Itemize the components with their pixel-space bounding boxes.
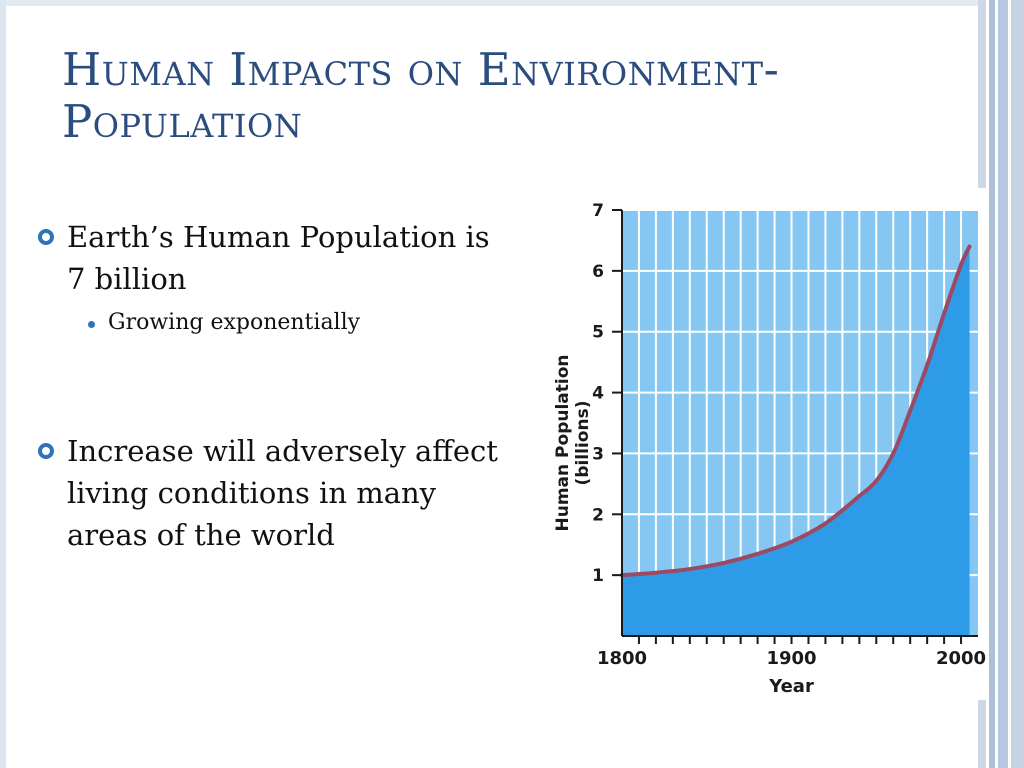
sub-bullet-text: Growing exponentially [108,310,361,335]
x-axis-label: Year [768,676,814,697]
bullet-list: Earth’s Human Population is 7 billion Gr… [38,216,508,556]
bullet-item: Earth’s Human Population is 7 billion [38,216,508,300]
x-tick-label: 1900 [766,648,816,669]
slide-left-border [0,0,6,768]
slide-top-border [0,0,1024,6]
y-tick-label: 6 [592,262,604,282]
y-tick-label: 5 [592,323,604,343]
bullet-ring-icon [38,443,54,459]
y-axis-label: Human Population(billions) [553,355,593,532]
bullet-item: Increase will adversely affect living co… [38,430,508,556]
chart-svg: 1 2 3 4 5 6 7 1800 1900 2000 Human Population(bil… [553,201,986,697]
population-chart: 1 2 3 4 5 6 7 1800 1900 2000 Human Population(bil… [530,188,986,700]
bullet-ring-icon [38,229,54,245]
y-tick-label: 7 [592,201,604,221]
bullet-text: Increase will adversely affect living co… [67,434,498,552]
y-tick-label: 3 [592,444,604,464]
y-axis-label-line: (billions) [573,401,593,486]
y-tick-label: 2 [592,505,604,525]
y-tick-label: 1 [592,566,604,586]
y-tick-label: 4 [592,384,604,404]
population-area [622,246,970,636]
x-tick-label: 1800 [597,648,647,669]
bullet-text: Earth’s Human Population is 7 billion [67,220,490,296]
sub-bullet-item: Growing exponentially [38,306,508,340]
population-curve [620,244,972,578]
slide-title: Human Impacts on Environment- Population [62,43,780,148]
sub-bullet-dot-icon [88,321,95,328]
x-tick-label: 2000 [936,648,986,669]
y-axis-label-line: Human Population [553,355,573,532]
axes: 1 2 3 4 5 6 7 1800 1900 2000 [592,201,986,669]
